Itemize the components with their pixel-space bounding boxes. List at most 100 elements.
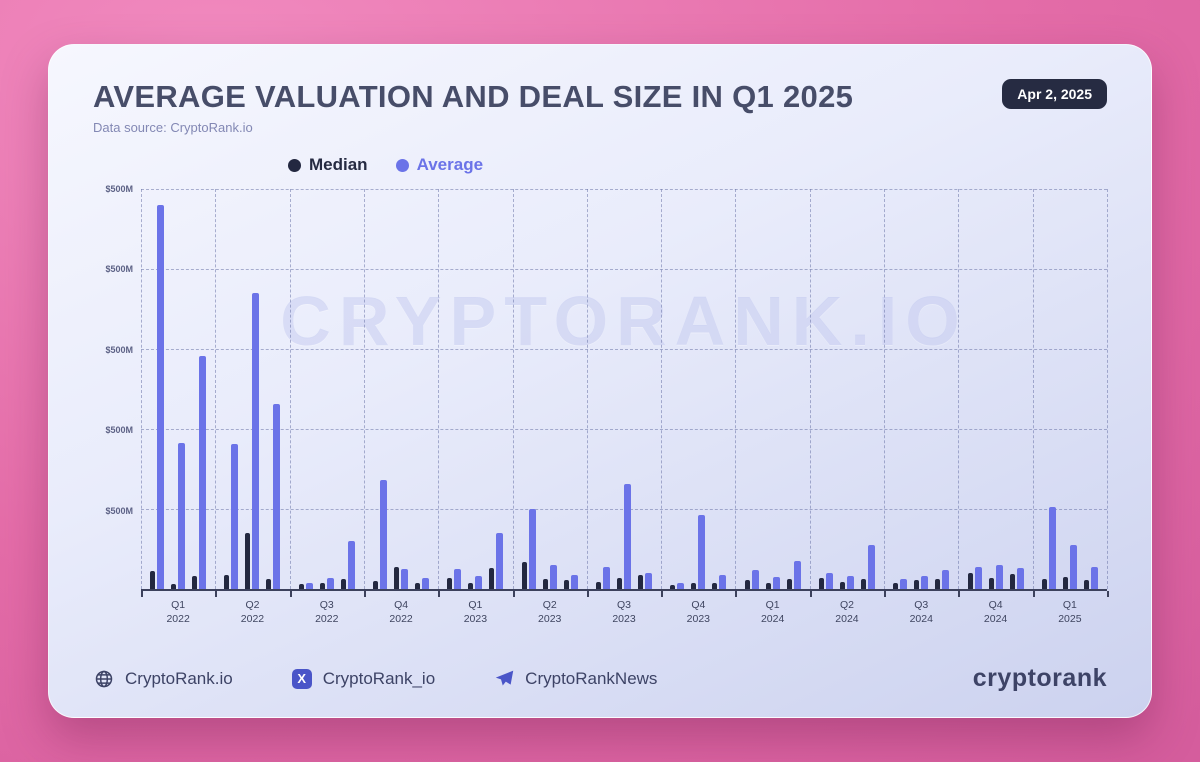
average-bar: [157, 204, 165, 589]
quarter-group-q3-2022: [290, 189, 364, 589]
bar-pair: [266, 404, 281, 589]
x-axis-label: Q3 2022: [315, 599, 339, 625]
bar-pair: [415, 577, 430, 589]
gridline-horizontal: [141, 189, 1107, 190]
x-tick: [363, 591, 366, 597]
average-bar: [793, 560, 801, 589]
median-bar: [638, 575, 644, 589]
average-bar: [846, 576, 854, 589]
median-bar: [1062, 576, 1068, 589]
median-bar: [691, 583, 697, 589]
median-dot: [288, 158, 301, 172]
title-block: AVERAGE VALUATION AND DEAL SIZE IN Q1 20…: [93, 79, 853, 135]
bar-pair: [447, 568, 462, 589]
link-label: CryptoRankNews: [525, 668, 658, 688]
data-source-label: Data source: CryptoRank.io: [93, 120, 253, 135]
average-bar: [677, 582, 685, 589]
x-axis-label: Q4 2022: [389, 599, 413, 625]
median-bar: [373, 580, 379, 589]
gridline-vertical: [1107, 189, 1108, 589]
x-tick: [141, 591, 143, 597]
bar-pair: [670, 582, 685, 589]
page-title: AVERAGE VALUATION AND DEAL SIZE IN Q1 20…: [93, 79, 854, 114]
x-axis-label: Q1 2022: [166, 599, 190, 625]
average-bar: [751, 569, 759, 589]
gridline-vertical: [661, 189, 663, 589]
median-bar: [967, 572, 973, 589]
quarter-group-q4-2024: [958, 189, 1032, 589]
y-tick-label: $500M: [105, 505, 133, 516]
average-bar: [995, 564, 1003, 589]
bar-pair: [468, 576, 483, 589]
median-bar: [319, 583, 325, 589]
average-bar: [867, 544, 875, 589]
quarter-group-q4-2022: [364, 189, 438, 589]
telegram-icon: [493, 668, 515, 690]
median-bar: [935, 579, 941, 589]
gridline-vertical: [512, 189, 514, 589]
gridline-vertical: [438, 189, 440, 589]
chart-card: AVERAGE VALUATION AND DEAL SIZE IN Q1 20…: [48, 44, 1152, 718]
date-badge: Apr 2, 2025: [1002, 79, 1107, 109]
quarter-group-q2-2023: [513, 189, 587, 589]
bar-pair: [839, 576, 854, 589]
quarter-group-q4-2023: [661, 189, 735, 589]
x-tick: [586, 591, 589, 597]
bar-groups: [141, 189, 1107, 589]
median-bar: [712, 582, 718, 589]
x-axis-label: Q2 2023: [538, 599, 562, 625]
x-tick: [289, 591, 292, 597]
median-bar: [489, 568, 495, 589]
quarter-group-q1-2024: [736, 189, 810, 589]
x-tick: [1107, 591, 1109, 597]
median-bar: [266, 579, 272, 589]
link-cryptorank-website[interactable]: CryptoRank.io: [93, 668, 233, 690]
bar-pair: [340, 540, 355, 589]
x-tick: [735, 591, 738, 597]
chart: $500M $500M $500M $500M $500M CRYPTORANK.IO …: [93, 184, 1109, 626]
bar-pair: [150, 204, 165, 589]
median-bar: [914, 580, 920, 589]
median-bar: [224, 574, 230, 589]
y-tick-label: $500M: [105, 264, 133, 275]
bar-pair: [373, 480, 388, 589]
median-bar: [171, 584, 177, 589]
x-tick: [512, 591, 515, 597]
median-bar: [245, 532, 251, 589]
bar-pair: [563, 574, 578, 589]
average-bar: [273, 404, 281, 589]
bar-pair: [596, 566, 611, 589]
median-bar: [1083, 580, 1089, 589]
average-bar: [942, 569, 950, 589]
x-axis-label: Q1 2025: [1058, 599, 1082, 625]
quarter-group-q2-2022: [215, 189, 289, 589]
gridline-vertical: [215, 189, 217, 589]
gridline-vertical: [958, 189, 960, 589]
average-bar: [549, 564, 557, 589]
bar-pair: [521, 508, 536, 589]
average-bar: [380, 480, 388, 589]
y-tick-label: $500M: [105, 344, 133, 355]
median-bar: [192, 576, 198, 589]
bar-pair: [818, 572, 833, 589]
legend-label-median: Median: [309, 155, 368, 174]
gridline-vertical: [809, 189, 811, 589]
gridline-vertical: [1032, 189, 1034, 589]
median-bar: [447, 577, 453, 589]
bar-pair: [765, 576, 780, 589]
median-bar: [563, 580, 569, 589]
bar-pair: [319, 577, 334, 589]
gridline-vertical: [289, 189, 291, 589]
median-bar: [542, 579, 548, 589]
x-axis-label: Q3 2024: [909, 599, 933, 625]
link-cryptorank-x[interactable]: X CryptoRank_io: [291, 668, 435, 690]
quarter-group-q3-2024: [884, 189, 958, 589]
gridline-vertical: [586, 189, 588, 589]
average-bar: [825, 572, 833, 589]
average-bar: [252, 293, 260, 589]
median-bar: [150, 571, 156, 589]
median-bar: [394, 566, 400, 589]
bar-pair: [988, 564, 1003, 589]
bar-pair: [1062, 544, 1077, 589]
link-cryptorank-telegram[interactable]: CryptoRankNews: [493, 668, 657, 690]
